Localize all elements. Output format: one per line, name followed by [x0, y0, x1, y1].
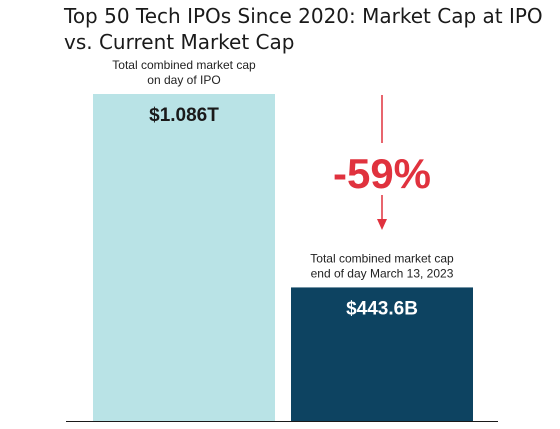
category-label-1-line-1: Total combined market cap [112, 58, 256, 72]
chart-title: Top 50 Tech IPOs Since 2020: Market Cap … [64, 4, 543, 54]
category-label-2-line-2: end of day March 13, 2023 [311, 266, 454, 280]
bar-1 [93, 94, 275, 421]
category-label-2-line-1: Total combined market cap [310, 251, 454, 265]
annotation-arrowhead [377, 219, 387, 230]
bar-2 [291, 287, 473, 421]
data-label-1: $1.086T [149, 105, 219, 126]
data-label-2: $443.6B [346, 298, 418, 319]
category-label-1-line-2: on day of IPO [147, 73, 220, 87]
percent-change-label: -59% [333, 150, 431, 197]
